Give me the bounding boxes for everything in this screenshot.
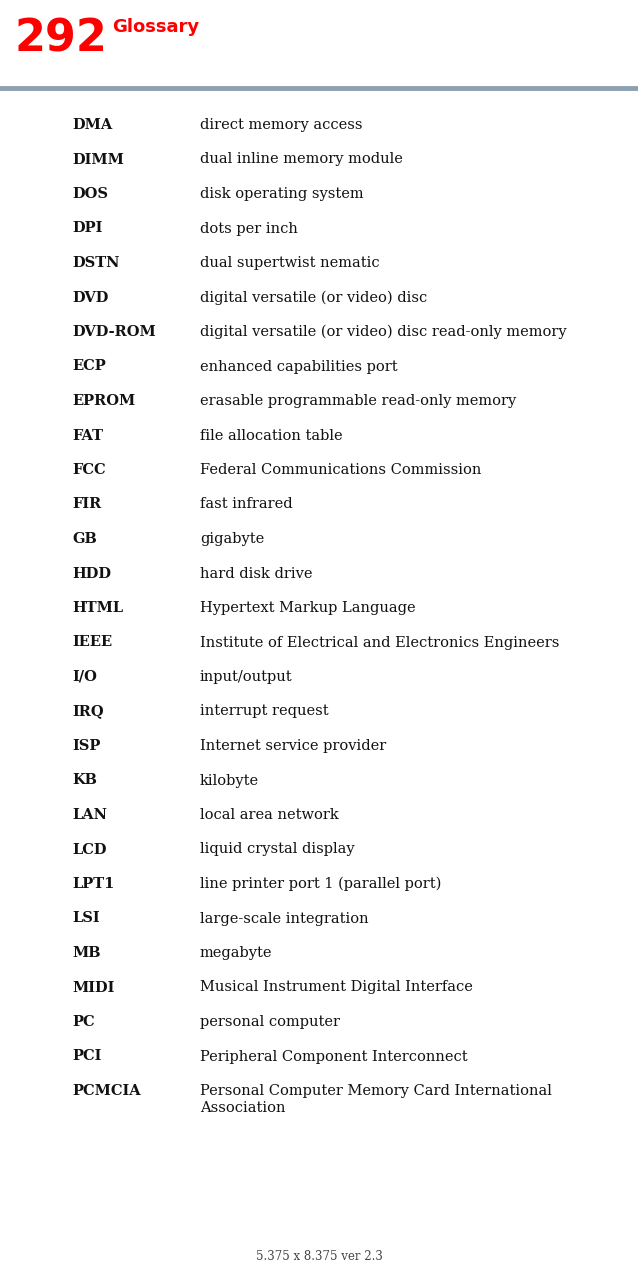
Text: megabyte: megabyte: [200, 946, 272, 960]
Text: DPI: DPI: [72, 221, 102, 235]
Text: MIDI: MIDI: [72, 980, 114, 994]
Text: Hypertext Markup Language: Hypertext Markup Language: [200, 601, 415, 615]
Text: ECP: ECP: [72, 360, 106, 374]
Text: gigabyte: gigabyte: [200, 533, 264, 547]
Text: hard disk drive: hard disk drive: [200, 567, 313, 581]
Text: LCD: LCD: [72, 843, 107, 857]
Text: GB: GB: [72, 533, 97, 547]
Text: digital versatile (or video) disc read-only memory: digital versatile (or video) disc read-o…: [200, 325, 567, 339]
Text: MB: MB: [72, 946, 101, 960]
Text: large-scale integration: large-scale integration: [200, 911, 369, 925]
Text: 292: 292: [14, 18, 107, 61]
Text: file allocation table: file allocation table: [200, 428, 343, 442]
Text: LPT1: LPT1: [72, 877, 114, 891]
Text: HDD: HDD: [72, 567, 111, 581]
Text: liquid crystal display: liquid crystal display: [200, 843, 355, 857]
Text: FAT: FAT: [72, 428, 103, 442]
Text: ISP: ISP: [72, 738, 100, 752]
Text: fast infrared: fast infrared: [200, 497, 293, 511]
Text: DVD-ROM: DVD-ROM: [72, 325, 156, 339]
Text: PCI: PCI: [72, 1050, 101, 1064]
Text: input/output: input/output: [200, 670, 293, 684]
Text: personal computer: personal computer: [200, 1016, 340, 1030]
Text: dual supertwist nematic: dual supertwist nematic: [200, 255, 380, 269]
Text: Glossary: Glossary: [112, 18, 199, 36]
Text: dots per inch: dots per inch: [200, 221, 298, 235]
Text: LSI: LSI: [72, 911, 100, 925]
Text: DSTN: DSTN: [72, 255, 119, 269]
Text: DMA: DMA: [72, 118, 112, 132]
Text: line printer port 1 (parallel port): line printer port 1 (parallel port): [200, 877, 441, 891]
Text: EPROM: EPROM: [72, 394, 135, 408]
Text: FIR: FIR: [72, 497, 101, 511]
Text: FCC: FCC: [72, 463, 106, 477]
Text: PCMCIA: PCMCIA: [72, 1084, 140, 1098]
Text: I/O: I/O: [72, 670, 97, 684]
Text: LAN: LAN: [72, 808, 107, 822]
Text: DOS: DOS: [72, 187, 108, 201]
Text: 5.375 x 8.375 ver 2.3: 5.375 x 8.375 ver 2.3: [256, 1249, 382, 1263]
Text: digital versatile (or video) disc: digital versatile (or video) disc: [200, 291, 427, 305]
Text: KB: KB: [72, 774, 97, 788]
Text: PC: PC: [72, 1016, 94, 1030]
Text: IRQ: IRQ: [72, 704, 103, 718]
Text: interrupt request: interrupt request: [200, 704, 329, 718]
Text: dual inline memory module: dual inline memory module: [200, 153, 403, 167]
Text: direct memory access: direct memory access: [200, 118, 362, 132]
Text: Peripheral Component Interconnect: Peripheral Component Interconnect: [200, 1050, 468, 1064]
Text: disk operating system: disk operating system: [200, 187, 364, 201]
Text: DVD: DVD: [72, 291, 108, 305]
Text: Institute of Electrical and Electronics Engineers: Institute of Electrical and Electronics …: [200, 636, 560, 649]
Text: Internet service provider: Internet service provider: [200, 738, 386, 752]
Text: DIMM: DIMM: [72, 153, 124, 167]
Text: local area network: local area network: [200, 808, 339, 822]
Text: IEEE: IEEE: [72, 636, 112, 649]
Text: kilobyte: kilobyte: [200, 774, 259, 788]
Text: erasable programmable read-only memory: erasable programmable read-only memory: [200, 394, 516, 408]
Text: HTML: HTML: [72, 601, 123, 615]
Text: Federal Communications Commission: Federal Communications Commission: [200, 463, 482, 477]
Text: enhanced capabilities port: enhanced capabilities port: [200, 360, 397, 374]
Text: Personal Computer Memory Card International
Association: Personal Computer Memory Card Internatio…: [200, 1084, 552, 1115]
Text: Musical Instrument Digital Interface: Musical Instrument Digital Interface: [200, 980, 473, 994]
